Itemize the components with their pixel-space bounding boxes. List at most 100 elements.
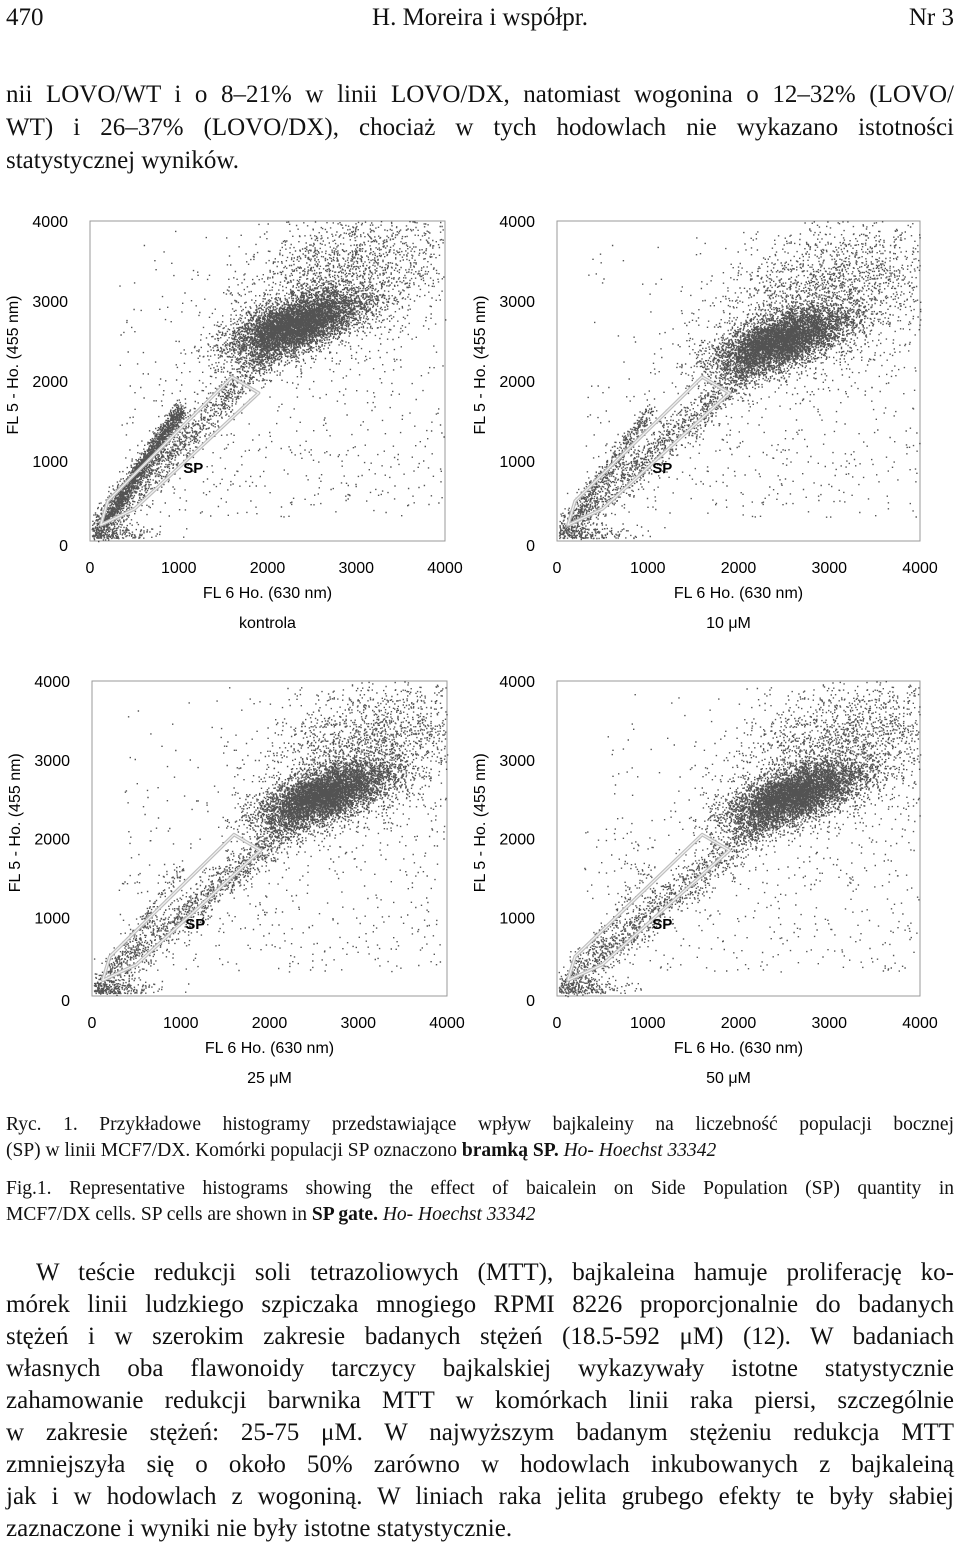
x-tick-label: 4000 (427, 560, 463, 577)
caption-english: Fig.1. Representative histograms showing… (6, 1176, 954, 1228)
y-tick-label: 3000 (34, 753, 70, 770)
sp-gate-inner (567, 834, 730, 981)
scatter-points (558, 681, 922, 998)
caption-polish: Ryc. 1. Przykładowe histogramy przedstaw… (6, 1112, 954, 1164)
plot-frame (89, 220, 446, 542)
x-tick-label: 3000 (338, 560, 374, 577)
figure-scatter-panels: SP 0 1000 2000 3000 4000 0 1000 2000 3000 4000 FL 6… (0, 205, 960, 1105)
y-axis-label: FL 5 - Ho. (455 nm) (472, 295, 489, 434)
y-tick-label: 4000 (499, 674, 535, 691)
caption-text: Representative histograms showing the ef… (69, 1178, 954, 1199)
caption-italic: Ho- Hoechst 33342 (377, 1204, 536, 1225)
x-axis-label: FL 6 Ho. (630 nm) (674, 1040, 803, 1057)
text-line: WT) i 26–37% (LOVO/DX), chociaż w tych h… (6, 114, 954, 141)
y-axis-label: FL 5 - Ho. (455 nm) (472, 753, 489, 892)
y-tick-label: 2000 (499, 832, 535, 849)
text-line: statystycznej wyników. (6, 147, 240, 174)
text-line: W teście redukcji soli tetrazoliowych (M… (36, 1259, 954, 1286)
y-tick-label: 3000 (32, 294, 68, 311)
scatter-panel: SP 0 1000 2000 3000 4000 0 1000 2000 3000 4000 FL 6… (7, 674, 465, 1087)
sp-gate-inner (102, 834, 262, 981)
text-line: zaznaczone i wyniki nie były istotne sta… (6, 1515, 513, 1542)
x-tick-label: 0 (88, 1015, 97, 1032)
text-line: jak i w hodowlach z wogoniną. W liniach … (6, 1483, 954, 1510)
x-tick-label: 1000 (630, 560, 666, 577)
caption-bold: bramką SP. (461, 1140, 559, 1161)
data-points (558, 681, 922, 998)
y-tick-label: 2000 (34, 832, 70, 849)
text-line: mórek linii ludzkiego szpiczaka mnogiego… (6, 1291, 954, 1318)
y-tick-label: 3000 (499, 753, 535, 770)
y-tick-label: 4000 (32, 214, 68, 231)
y-axis-label: FL 5 - Ho. (455 nm) (5, 295, 22, 434)
text-line: zahamowanie redukcji barwnika MTT w komó… (6, 1387, 954, 1414)
y-tick-label: 1000 (32, 454, 68, 471)
caption-label: Fig.1. (6, 1178, 52, 1199)
text-line: w zakresie stężeń: 25-75 μM. W najwyższy… (6, 1419, 954, 1446)
intro-paragraph: nii LOVO/WT i o 8–21% w linii LOVO/DX, n… (6, 78, 954, 177)
plot-frame (91, 680, 448, 997)
x-tick-label: 1000 (161, 560, 197, 577)
y-tick-label: 0 (61, 993, 70, 1010)
caption-text: (SP) w linii MCF7/DX. Komórki populacji … (6, 1140, 462, 1161)
sp-gate-inner (100, 376, 260, 526)
panel-caption: 10 μM (706, 615, 751, 632)
sp-gate (100, 832, 263, 983)
x-tick-label: 0 (553, 1015, 562, 1032)
plot-frame (556, 680, 921, 997)
scatter-panel: SP 0 1000 2000 3000 4000 0 1000 2000 3000 4000 FL 6… (472, 674, 938, 1087)
x-tick-label: 4000 (429, 1015, 465, 1032)
sp-gate-label: SP (183, 460, 203, 477)
y-axis-label: FL 5 - Ho. (455 nm) (7, 753, 24, 892)
caption-bold: SP gate. (311, 1204, 378, 1225)
x-axis-label: FL 6 Ho. (630 nm) (203, 585, 332, 602)
issue-number: Nr 3 (908, 4, 954, 31)
text-line: własnych oba flawonoidy tarczycy bajkals… (6, 1355, 954, 1382)
y-tick-label: 0 (526, 993, 535, 1010)
y-tick-label: 2000 (499, 374, 535, 391)
panel-caption: 25 μM (247, 1070, 292, 1087)
scatter-points (91, 221, 447, 543)
x-tick-label: 3000 (340, 1015, 376, 1032)
data-points (91, 221, 447, 543)
sp-gate-label: SP (652, 460, 672, 477)
y-tick-label: 4000 (34, 674, 70, 691)
plot-frame (556, 220, 921, 542)
y-tick-label: 0 (526, 538, 535, 555)
y-tick-label: 2000 (32, 374, 68, 391)
data-points (93, 681, 449, 996)
x-tick-label: 2000 (250, 560, 286, 577)
panel-caption: 50 μM (706, 1070, 751, 1087)
scatter-points (558, 221, 922, 541)
x-tick-label: 0 (86, 560, 95, 577)
x-axis-label: FL 6 Ho. (630 nm) (674, 585, 803, 602)
sp-gate (566, 832, 732, 983)
caption-text: MCF7/DX cells. SP cells are shown in (6, 1204, 312, 1225)
sp-gate-inner (567, 376, 730, 526)
panel-caption: kontrola (239, 615, 296, 632)
x-tick-label: 2000 (252, 1015, 288, 1032)
y-tick-label: 0 (59, 538, 68, 555)
text-line: stężeń i w szerokim zakresie badanych st… (6, 1323, 954, 1350)
data-points (558, 221, 922, 541)
x-tick-label: 4000 (902, 560, 938, 577)
text-line: zmniejszyła się o około 50% zarówno w ho… (6, 1451, 954, 1478)
x-tick-label: 1000 (163, 1015, 199, 1032)
scatter-points (93, 681, 449, 996)
caption-text: Przykładowe histogramy przedstawiające w… (99, 1114, 954, 1135)
x-tick-label: 2000 (721, 560, 757, 577)
sp-gate-label: SP (652, 916, 672, 933)
x-tick-label: 1000 (630, 1015, 666, 1032)
caption-label: Ryc. 1. (6, 1114, 78, 1135)
x-tick-label: 2000 (721, 1015, 757, 1032)
scatter-panel: SP 0 1000 2000 3000 4000 0 1000 2000 3000 4000 FL 6… (472, 214, 938, 632)
y-tick-label: 1000 (499, 910, 535, 927)
running-header: 470 H. Moreira i współpr. Nr 3 (6, 4, 954, 38)
y-tick-label: 3000 (499, 294, 535, 311)
x-tick-label: 4000 (902, 1015, 938, 1032)
x-tick-label: 3000 (811, 1015, 847, 1032)
y-tick-label: 1000 (34, 910, 70, 927)
text-line: nii LOVO/WT i o 8–21% w linii LOVO/DX, n… (6, 81, 954, 108)
y-tick-label: 1000 (499, 454, 535, 471)
sp-gate-label: SP (185, 916, 205, 933)
